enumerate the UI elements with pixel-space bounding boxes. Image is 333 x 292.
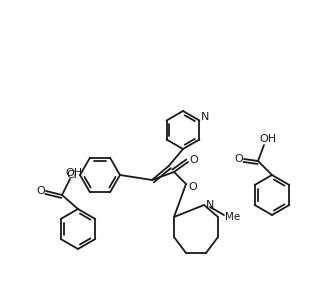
Text: O: O [188, 182, 197, 192]
Text: N: N [201, 112, 210, 123]
Text: Me: Me [225, 212, 241, 222]
Text: O: O [235, 154, 243, 164]
Text: Cl: Cl [67, 170, 78, 180]
Text: N: N [206, 200, 214, 210]
Text: OH: OH [66, 168, 83, 178]
Text: O: O [37, 186, 45, 196]
Text: OH: OH [259, 134, 277, 144]
Text: O: O [189, 155, 198, 165]
